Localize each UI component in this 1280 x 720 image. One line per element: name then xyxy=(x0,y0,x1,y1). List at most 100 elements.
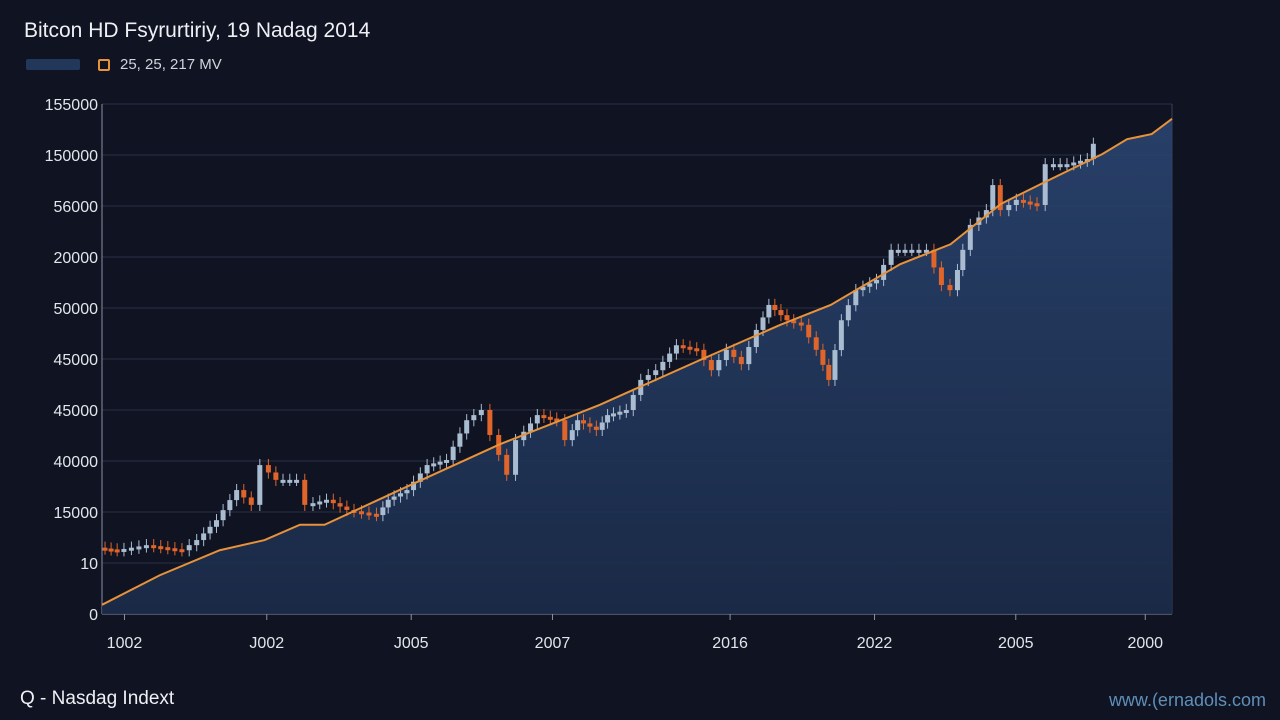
legend: 25, 25, 217 MV xyxy=(26,56,222,73)
candle-body xyxy=(464,420,470,434)
candle-body xyxy=(923,249,929,253)
candle-body xyxy=(895,249,901,253)
candle-body xyxy=(853,290,859,306)
candle-body xyxy=(1050,164,1056,168)
candle-body xyxy=(947,285,953,291)
candle-body xyxy=(902,249,908,253)
candle-body xyxy=(673,345,679,354)
candle-body xyxy=(504,454,510,475)
candle-body xyxy=(1090,143,1096,160)
candle-body xyxy=(694,348,700,352)
x-tick-label: J002 xyxy=(249,635,284,652)
candle-body xyxy=(1057,164,1063,168)
candle-body xyxy=(772,304,778,311)
candle-body xyxy=(554,418,560,422)
candle-body xyxy=(398,493,404,497)
candle-body xyxy=(1064,164,1070,168)
candle-body xyxy=(997,185,1003,211)
candle-body xyxy=(143,545,149,549)
y-tick-label: 40000 xyxy=(54,454,99,471)
candle-body xyxy=(437,461,443,465)
candle-body xyxy=(687,346,693,350)
candle-body xyxy=(806,324,812,338)
candle-body xyxy=(569,430,575,441)
candle-body xyxy=(158,546,164,550)
candle-body xyxy=(813,337,819,350)
candle-body xyxy=(967,224,973,250)
trend-line xyxy=(101,117,1173,606)
candle-body xyxy=(581,420,586,424)
candle-body xyxy=(832,350,838,380)
candle-body xyxy=(431,463,437,467)
candle-body xyxy=(478,410,484,416)
candle-body xyxy=(954,270,960,291)
candle-body xyxy=(791,320,797,324)
candle-body xyxy=(471,415,477,421)
candle-body xyxy=(820,349,826,365)
candle-body xyxy=(179,549,185,553)
candle-body xyxy=(220,510,226,521)
x-tick-label: 2022 xyxy=(857,635,893,652)
candle-body xyxy=(487,410,493,435)
candle-body xyxy=(990,185,996,211)
candle-body xyxy=(257,465,263,505)
candle-body xyxy=(660,361,666,371)
candle-body xyxy=(701,349,707,361)
candle-body xyxy=(645,375,651,380)
candle-body xyxy=(1020,199,1026,203)
candle-body xyxy=(265,465,271,473)
candle-body xyxy=(121,548,127,552)
candle-body xyxy=(417,473,423,482)
candle-body xyxy=(746,347,752,365)
candle-body xyxy=(575,420,581,431)
candle-body xyxy=(373,513,379,517)
candle-body xyxy=(1078,160,1084,164)
candle-body xyxy=(213,520,219,527)
candle-body xyxy=(838,320,844,351)
legend-label: 25, 25, 217 MV xyxy=(120,56,222,73)
candle-body xyxy=(128,547,134,551)
candle-body xyxy=(114,549,120,553)
candle-body xyxy=(457,433,463,447)
x-tick-label: 2005 xyxy=(998,635,1034,652)
candle-body xyxy=(716,360,722,371)
candle-body xyxy=(653,370,659,376)
candle-body xyxy=(324,499,330,503)
candle-body xyxy=(881,264,887,280)
y-tick-label: 45000 xyxy=(54,352,99,369)
candle-body xyxy=(874,279,880,284)
x-tick-label: 2000 xyxy=(1127,635,1163,652)
candle-body xyxy=(521,431,527,441)
candle-body xyxy=(599,422,605,430)
candle-body xyxy=(778,310,784,316)
y-tick-label: 0 xyxy=(89,607,98,624)
candle-body xyxy=(1006,204,1012,211)
candle-body xyxy=(385,499,391,508)
candle-body xyxy=(845,305,851,321)
candle-body xyxy=(587,423,593,427)
candle-body xyxy=(330,499,336,504)
candle-body xyxy=(1027,201,1033,205)
candle-body xyxy=(731,349,737,357)
candle-body xyxy=(450,446,456,460)
y-tick-label: 45000 xyxy=(54,403,99,420)
candle-body xyxy=(227,500,233,511)
candle-body xyxy=(201,533,207,541)
candle-body xyxy=(753,329,759,348)
candle-body xyxy=(909,249,915,253)
candle-body xyxy=(1013,199,1019,205)
candle-body xyxy=(738,356,744,365)
candle-body xyxy=(623,410,629,413)
candle-body xyxy=(411,481,417,491)
candle-body xyxy=(136,546,142,550)
candle-body xyxy=(534,415,540,424)
footer-website-link[interactable]: www.(ernadols.com xyxy=(1108,690,1266,710)
candle-body xyxy=(798,322,804,326)
candle-body xyxy=(610,413,616,417)
candle-body xyxy=(867,283,873,287)
candle-body xyxy=(888,249,894,265)
candle-body xyxy=(1042,164,1048,205)
candle-body xyxy=(108,548,114,552)
candle-body xyxy=(302,479,308,505)
